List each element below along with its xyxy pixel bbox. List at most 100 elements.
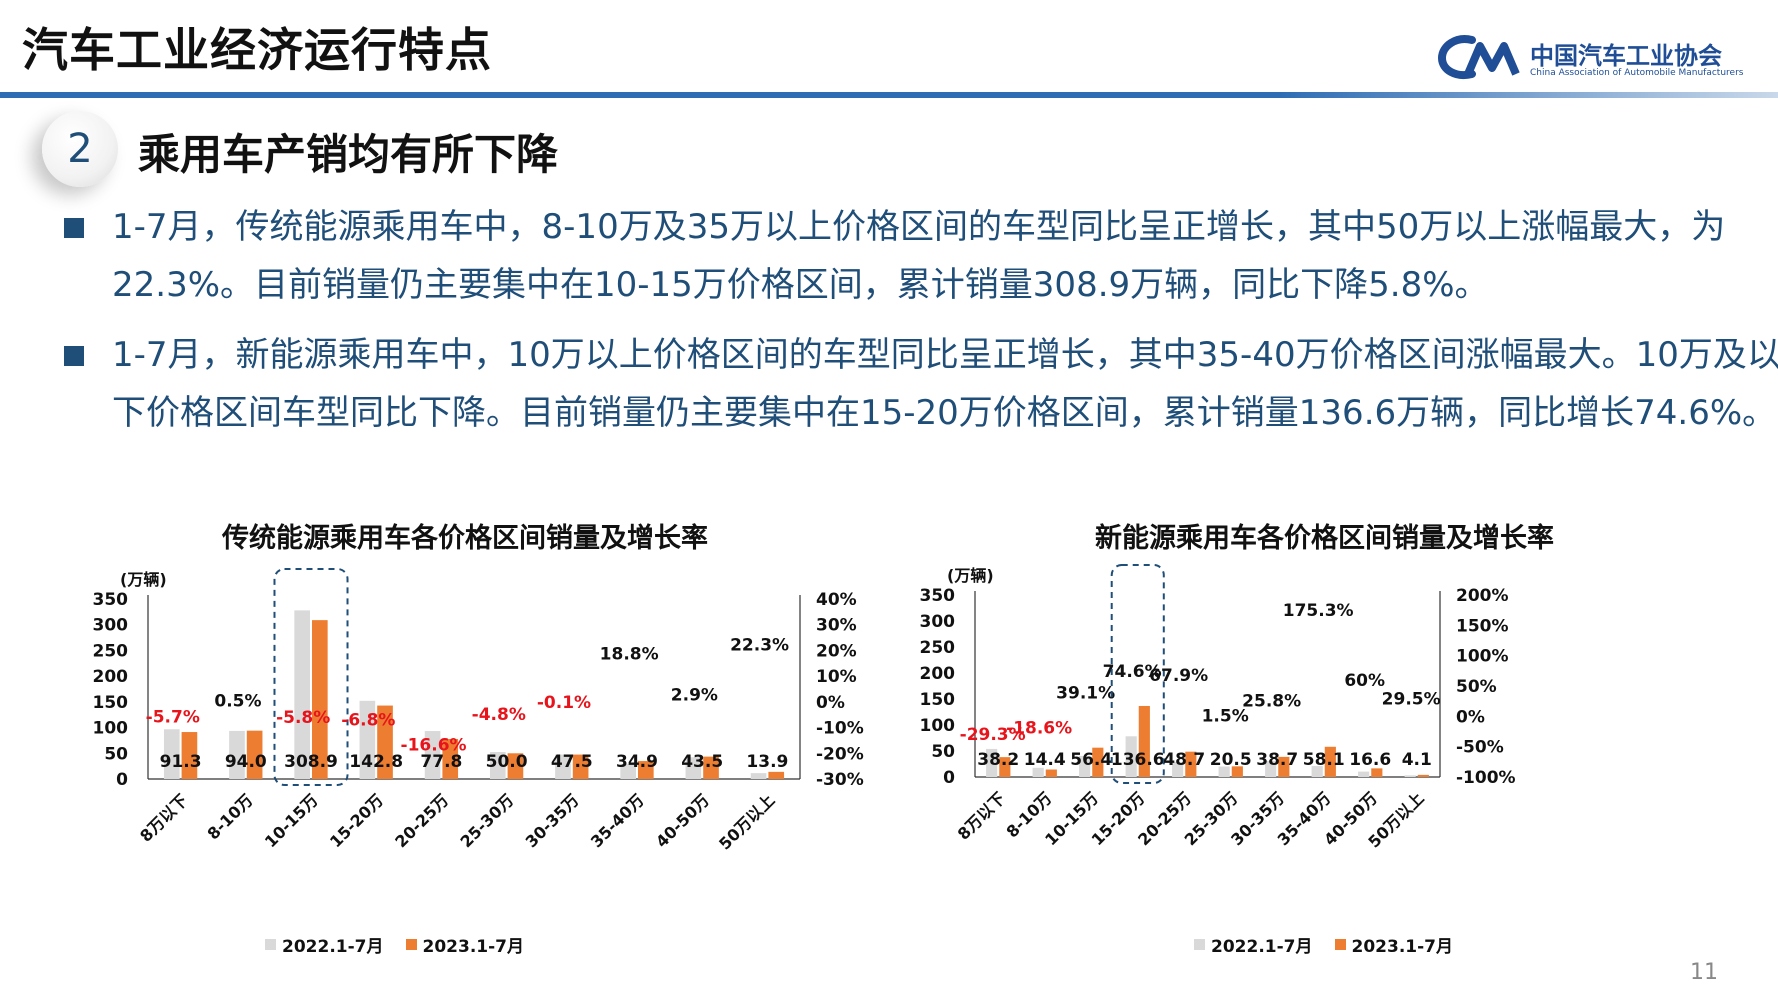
bar-2022 [489, 752, 506, 779]
bar-2023 [1185, 751, 1197, 777]
y-tick-label-left: 200 [920, 664, 956, 684]
bar-2023 [442, 738, 459, 779]
bar-value-label: 136.6 [1111, 750, 1165, 770]
growth-label: 175.3% [1283, 601, 1354, 621]
y-axis-unit: (万辆) [947, 566, 994, 585]
y-tick-label-right: 10% [816, 667, 857, 687]
y-tick-label-left: 150 [93, 693, 129, 713]
bar-2022 [424, 731, 441, 779]
header-rule [0, 92, 1778, 98]
y-tick-label-right: 0% [1456, 707, 1485, 727]
growth-label: -5.7% [146, 708, 200, 728]
bar-2023 [1417, 774, 1429, 777]
bar-value-label: 38.7 [1256, 750, 1298, 770]
legend-swatch [1194, 939, 1205, 950]
x-tick-label: 35-40万 [587, 790, 648, 851]
growth-label: 22.3% [730, 636, 789, 656]
chart-plot: (万辆) 0 50 100 150 200 250 300 350 -100% -50% 0% 50% 1… [920, 564, 1516, 852]
bar-2022 [1265, 760, 1277, 777]
bar-2022 [750, 773, 767, 779]
bar-2022 [1079, 755, 1091, 777]
bar-2023 [768, 771, 785, 779]
caam-logo: 中国汽车工业协会 China Association of Automobile… [1437, 34, 1743, 84]
bar-2023 [1045, 769, 1057, 777]
y-tick-label-left: 300 [920, 612, 956, 632]
chart-title: 传统能源乘用车各价格区间销量及增长率 [222, 523, 708, 554]
legend-item-2022: 2022.1-7月 [265, 932, 384, 957]
legend-item-2023: 2023.1-7月 [405, 932, 524, 957]
legend-swatch [265, 939, 276, 950]
growth-label: 39.1% [1056, 684, 1115, 704]
bar-2022 [555, 754, 571, 779]
bar-value-label: 91.3 [160, 752, 202, 772]
bar-2023 [181, 732, 198, 779]
bar-2023 [638, 761, 654, 779]
bar-2022 [1125, 736, 1137, 777]
bar-value-label: 94.0 [225, 752, 267, 772]
y-tick-label-left: 100 [920, 716, 956, 736]
y-tick-label-right: -100% [1456, 768, 1516, 788]
bar-2023 [1231, 766, 1243, 777]
highlight-box [1110, 564, 1165, 784]
y-axis-unit: (万辆) [120, 570, 167, 589]
x-tick-label: 10-15万 [261, 790, 322, 851]
growth-label: 25.8% [1242, 692, 1301, 712]
slide-title: 汽车工业经济运行特点 [22, 23, 492, 77]
chart-legend: 2022.1-7月 2023.1-7月 [265, 932, 524, 957]
bullet-text: 1-7月，新能源乘用车中，10万以上价格区间的车型同比呈正增长，其中35-40万… [112, 335, 1778, 433]
bar-2022 [1032, 767, 1044, 777]
growth-label: -6.8% [341, 710, 395, 730]
legend-label: 2022.1-7月 [1211, 937, 1313, 957]
growth-label: 18.8% [600, 645, 659, 665]
growth-label: -0.1% [537, 693, 591, 713]
bar-value-label: 20.5 [1210, 750, 1252, 770]
y-tick-label-right: 0% [816, 693, 845, 713]
highlight-box [273, 568, 349, 786]
growth-label: 1.5% [1202, 706, 1249, 726]
legend-item-2023: 2023.1-7月 [1334, 932, 1454, 957]
bar-2023 [572, 754, 589, 779]
bar-value-label: 13.9 [746, 752, 788, 772]
legend-label: 2023.1-7月 [1351, 937, 1454, 957]
x-tick-label: 8万以下 [136, 790, 191, 845]
growth-label: 2.9% [671, 685, 718, 705]
bar-2023 [999, 757, 1011, 777]
bar-value-label: 56.4 [1070, 750, 1112, 770]
bar-2023 [703, 756, 719, 779]
y-tick-label-right: 150% [1456, 616, 1509, 636]
bar-value-label: 16.6 [1349, 750, 1391, 770]
x-tick-label: 25-30万 [456, 790, 517, 851]
bar-2023 [246, 730, 263, 779]
growth-label: -18.6% [1006, 719, 1072, 739]
page-number: 11 [1690, 960, 1718, 985]
bar-2023 [377, 705, 393, 779]
x-tick-label: 20-25万 [391, 790, 452, 851]
bar-value-label: 4.1 [1402, 750, 1432, 770]
y-tick-label-left: 50 [104, 744, 128, 764]
section-title: 乘用车产销均有所下降 [138, 130, 559, 179]
bar-2022 [685, 757, 702, 779]
bar-2022 [1358, 771, 1370, 777]
growth-label: -5.8% [276, 708, 330, 728]
y-tick-label-right: 40% [816, 590, 857, 610]
y-tick-label-right: 50% [1456, 677, 1497, 697]
bar-value-label: 142.8 [349, 752, 403, 772]
x-tick-label: 40-50万 [652, 790, 713, 851]
y-tick-label-left: 250 [920, 638, 956, 658]
bar-value-label: 50.0 [486, 752, 528, 772]
y-tick-label-right: -20% [816, 744, 864, 764]
x-tick-label: 8-10万 [204, 790, 257, 843]
logo-text-cn: 中国汽车工业协会 [1530, 42, 1722, 70]
bar-value-label: 34.9 [616, 752, 658, 772]
growth-label: 74.6% [1103, 662, 1162, 682]
bar-2022 [620, 763, 636, 779]
y-tick-label-right: 30% [816, 616, 857, 636]
slide-header: 汽车工业经济运行特点 中国汽车工业协会 China Association of… [0, 0, 1778, 100]
bullet-square-icon [64, 346, 84, 366]
bar-value-label: 48.7 [1163, 750, 1205, 770]
section-number: 2 [67, 126, 93, 172]
y-tick-label-left: 350 [93, 590, 129, 610]
x-tick-label: 15-20万 [326, 790, 387, 851]
bar-2022 [359, 700, 376, 779]
bar-2023 [507, 753, 524, 779]
